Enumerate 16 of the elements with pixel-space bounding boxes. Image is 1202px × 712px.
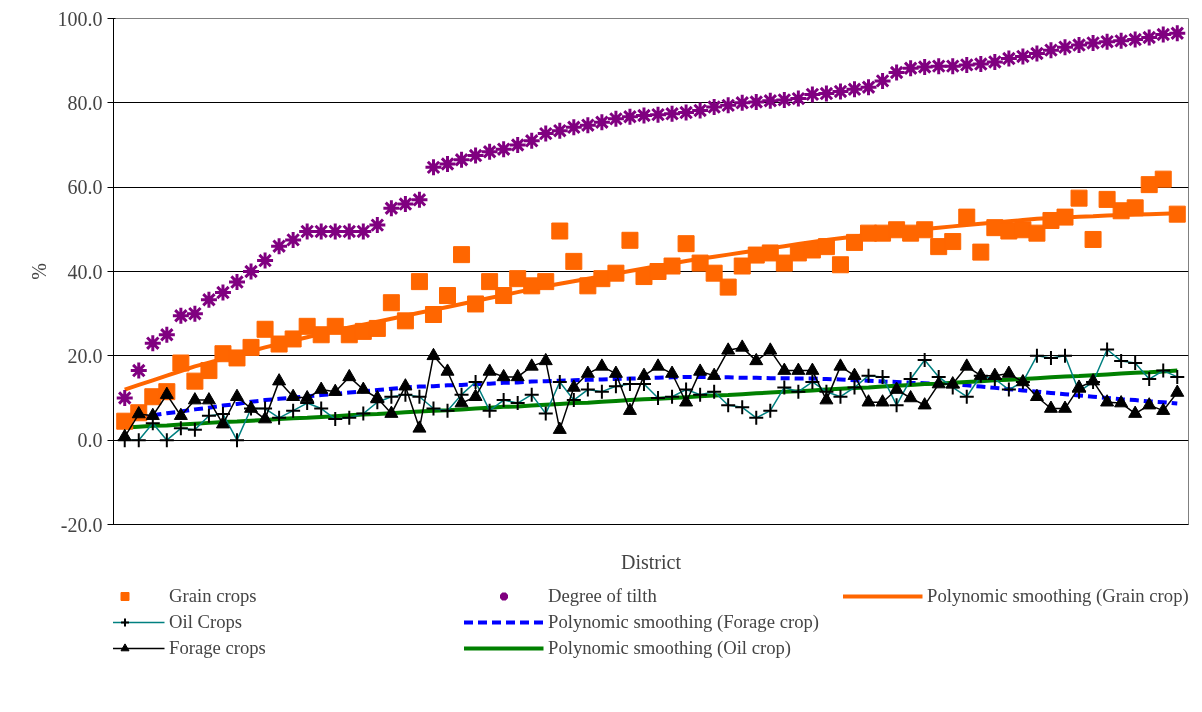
- y-tick-label: 60.0: [67, 176, 103, 199]
- y-tick-label: 20.0: [67, 344, 103, 367]
- y-tick-label: 80.0: [67, 91, 103, 114]
- y-tick-label: 100.0: [57, 7, 103, 30]
- legend-label: Forage crops: [169, 637, 267, 659]
- legend-label: Grain crops: [169, 585, 258, 607]
- legend-label: Polynomic smoothing (Forage crop): [548, 611, 820, 633]
- legend-label: Polynomic smoothing (Oil crop): [548, 637, 793, 659]
- y-axis-title: %: [27, 263, 50, 280]
- legend-label: Degree of tilth: [548, 585, 658, 607]
- y-tick-label: -20.0: [60, 513, 103, 536]
- y-tick-label: 0.0: [77, 429, 103, 452]
- y-tick-label: 40.0: [67, 260, 103, 283]
- legend-label: Oil Crops: [169, 611, 244, 633]
- legend-label: Polynomic smoothing (Grain crop): [927, 585, 1189, 607]
- x-axis-title: District: [621, 550, 682, 573]
